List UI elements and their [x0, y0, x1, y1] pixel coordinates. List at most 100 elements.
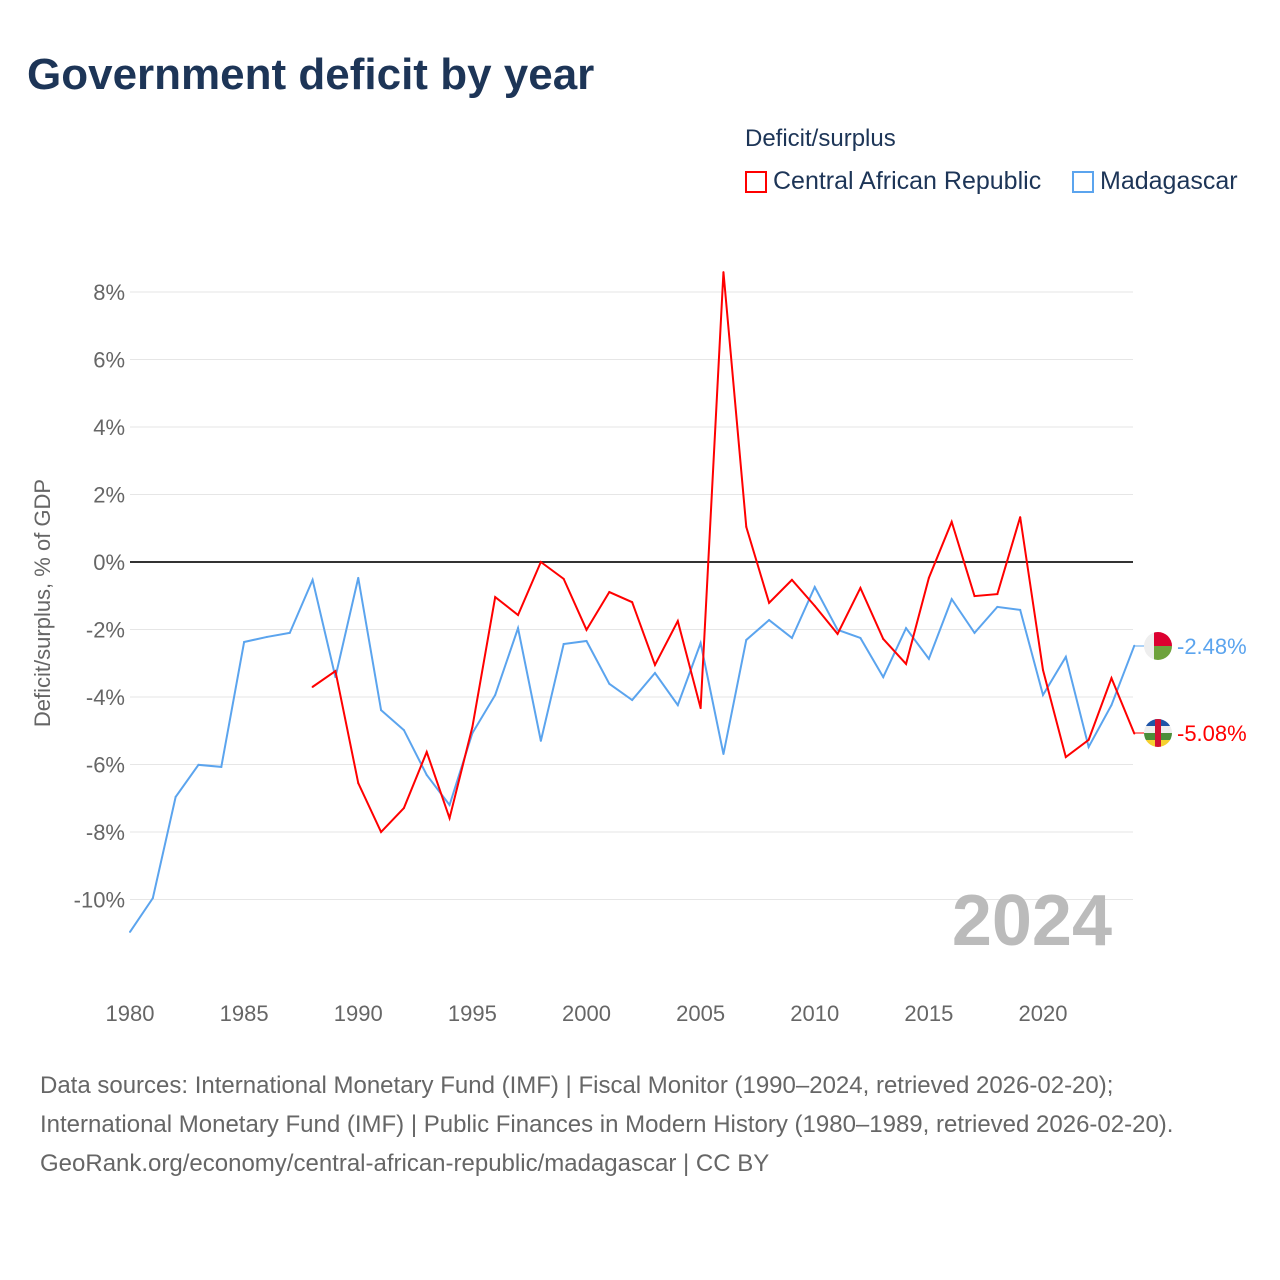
data-point: [699, 642, 702, 644]
x-tick-label: 2000: [562, 1001, 611, 1026]
data-point: [151, 897, 154, 900]
legend-label: Madagascar: [1100, 167, 1238, 195]
data-point: [745, 525, 748, 528]
legend-item-madagascar[interactable]: Madagascar: [1072, 167, 1238, 196]
data-point: [905, 627, 908, 630]
data-point: [813, 604, 816, 607]
chart-title: Government deficit by year: [27, 50, 595, 99]
data-point: [517, 613, 520, 616]
data-point: [790, 578, 793, 581]
data-point: [927, 576, 930, 579]
series-line-madagascar[interactable]: [129, 576, 1136, 933]
y-tick-label: -10%: [74, 888, 125, 913]
data-point: [197, 763, 200, 766]
x-tick-label: 2015: [904, 1001, 953, 1026]
data-point: [539, 739, 542, 742]
data-point: [1064, 756, 1067, 759]
data-point: [539, 561, 542, 563]
data-point: [585, 639, 588, 642]
x-tick-label: 1985: [220, 1001, 269, 1026]
data-point: [288, 631, 291, 634]
data-point: [243, 640, 246, 643]
line-chart: 8% 6% 4% 2% 0% -2% -4% -6% -8% -10% 1980 1985 1990 19…: [30, 271, 1247, 1026]
data-point: [722, 753, 725, 756]
x-tick-label: 2005: [676, 1001, 725, 1026]
data-point: [676, 620, 679, 623]
data-point: [494, 693, 497, 696]
data-point: [631, 699, 634, 702]
data-point: [859, 636, 862, 639]
y-tick-label: -4%: [86, 685, 125, 710]
y-tick-label: -2%: [86, 618, 125, 643]
x-tick-label: 1990: [334, 1001, 383, 1026]
y-tick-label: 6%: [93, 348, 125, 373]
data-point: [608, 682, 611, 685]
data-point: [653, 672, 656, 675]
y-axis-label: Deficit/surplus, % of GDP: [30, 479, 55, 727]
x-tick-label: 1995: [448, 1001, 497, 1026]
data-point: [1042, 669, 1044, 671]
data-point: [129, 930, 131, 933]
car-flag-icon: [1144, 719, 1172, 747]
data-point: [585, 628, 588, 631]
y-tick-label: 8%: [93, 280, 125, 305]
end-value-label: -5.08%: [1177, 721, 1247, 746]
data-point: [1087, 745, 1090, 748]
madagascar-flag-icon: [1144, 632, 1172, 660]
x-tick-label: 2020: [1019, 1001, 1068, 1026]
data-point: [494, 596, 497, 599]
data-point: [425, 751, 428, 754]
data-point: [1087, 738, 1090, 741]
data-point: [927, 657, 930, 660]
data-point: [448, 817, 451, 820]
data-point: [402, 729, 405, 732]
data-point: [722, 271, 725, 274]
data-point: [1019, 608, 1022, 611]
data-point: [608, 591, 611, 594]
data-point: [813, 585, 816, 588]
data-point: [448, 804, 451, 806]
data-point: [676, 704, 679, 707]
x-tick-label: 1980: [106, 1001, 155, 1026]
y-tick-label: -6%: [86, 753, 125, 778]
data-point: [425, 773, 428, 776]
data-point: [745, 638, 748, 641]
data-point: [517, 627, 520, 630]
data-point: [882, 676, 885, 679]
data-point: [562, 643, 565, 646]
data-point: [950, 598, 953, 601]
data-point: [950, 520, 953, 523]
data-point: [1019, 516, 1022, 519]
legend-swatch: [1072, 170, 1094, 193]
data-point: [996, 593, 999, 596]
data-point: [471, 726, 474, 729]
data-point: [174, 795, 177, 798]
data-point: [357, 782, 360, 785]
data-point: [357, 576, 360, 579]
data-point: [836, 628, 839, 631]
data-point: [631, 601, 634, 604]
year-watermark: 2024: [952, 881, 1112, 961]
data-point: [562, 577, 565, 580]
data-point: [1110, 677, 1113, 680]
data-point: [1064, 655, 1067, 658]
data-point: [836, 632, 839, 635]
y-tick-label: 0%: [93, 550, 125, 575]
credit-link[interactable]: GeoRank.org/economy/central-african-repu…: [40, 1150, 770, 1177]
data-sources: Data sources: International Monetary Fun…: [40, 1072, 1174, 1138]
data-point: [905, 662, 908, 665]
data-point: [653, 663, 656, 666]
legend-title: Deficit/surplus: [745, 125, 896, 152]
data-point: [334, 670, 337, 673]
series-line-central-african-republic[interactable]: [312, 271, 1136, 834]
data-point: [380, 709, 383, 712]
legend-swatch: [745, 170, 767, 193]
legend-item-car[interactable]: Central African Republic: [745, 167, 1041, 196]
data-point: [973, 631, 976, 634]
data-point: [311, 578, 314, 581]
data-point: [768, 619, 771, 622]
data-point: [220, 765, 223, 768]
data-point: [380, 831, 383, 833]
data-point: [768, 601, 771, 604]
x-tick-label: 2010: [790, 1001, 839, 1026]
